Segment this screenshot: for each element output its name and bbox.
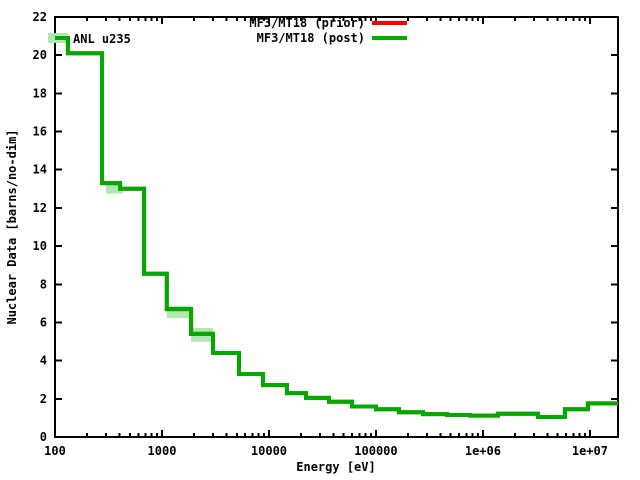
y-tick-label: 12 xyxy=(33,201,47,215)
legend: MF3/MT18 (prior) MF3/MT18 (post) xyxy=(249,16,407,45)
y-tick-label: 4 xyxy=(40,354,47,368)
x-axis-label: Energy [eV] xyxy=(296,460,375,474)
y-tick-label: 6 xyxy=(40,315,47,329)
x-tick-label: 1000 xyxy=(148,444,177,458)
y-tick-label: 10 xyxy=(33,239,47,253)
curves xyxy=(55,36,618,419)
y-tick-label: 0 xyxy=(40,430,47,444)
y-tick-label: 2 xyxy=(40,392,47,406)
x-tick-label: 10000 xyxy=(251,444,287,458)
y-tick-label: 22 xyxy=(33,10,47,24)
prior-curve xyxy=(55,36,618,419)
uncertainty-band-segment xyxy=(106,182,123,194)
y-tick-label: 20 xyxy=(33,48,47,62)
y-tick-label: 16 xyxy=(33,125,47,139)
x-tick-label: 1e+07 xyxy=(572,444,608,458)
x-tick-label: 100000 xyxy=(354,444,397,458)
y-axis-label: Nuclear Data [barns/no-dim] xyxy=(5,129,19,324)
y-tick-label: 18 xyxy=(33,86,47,100)
y-tick-label: 14 xyxy=(33,163,47,177)
y-tick-label: 8 xyxy=(40,277,47,291)
x-tick-label: 100 xyxy=(44,444,66,458)
axes: 0 2 4 6 8 10 12 14 16 18 20 22 100 1000 10000 100000 1e+… xyxy=(33,10,619,458)
plot-border xyxy=(54,16,619,438)
post-curve xyxy=(55,36,618,419)
x-tick-label: 1e+06 xyxy=(465,444,501,458)
plot-annotation: ANL u235 xyxy=(73,32,131,46)
legend-prior-label: MF3/MT18 (prior) xyxy=(249,16,365,30)
legend-post-label: MF3/MT18 (post) xyxy=(257,31,365,45)
